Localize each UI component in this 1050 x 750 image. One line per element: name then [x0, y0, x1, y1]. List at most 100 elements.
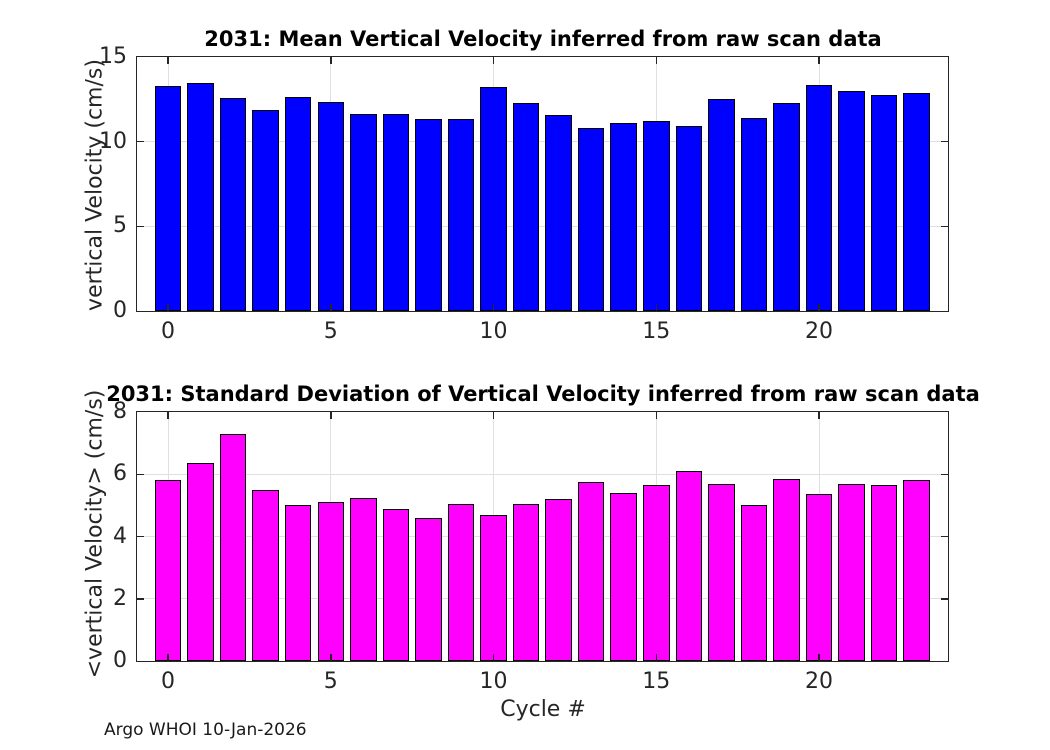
y-tick-label: 5: [113, 213, 127, 239]
bar-cycle-1: [187, 463, 214, 661]
y-gridline: [137, 141, 948, 143]
y-tickmark-left: [137, 473, 144, 475]
std-velocity-chart-title: 2031: Standard Deviation of Vertical Vel…: [106, 382, 980, 406]
y-tickmark-right: [941, 225, 948, 228]
bar-cycle-20: [805, 494, 833, 661]
x-tickmark-bottom: [330, 304, 332, 311]
bar-cycle-2: [219, 433, 247, 661]
bar-cycle-18: [740, 117, 768, 311]
x-tickmark-top: [655, 412, 657, 419]
x-tickmark-top: [330, 412, 332, 419]
bar-cycle-3: [252, 489, 279, 661]
x-tick-label: 20: [805, 669, 833, 694]
bar-cycle-14: [610, 492, 637, 661]
bar-cycle-12: [545, 114, 572, 311]
x-tick-label: 15: [642, 319, 671, 344]
y-tick-label: 0: [113, 648, 127, 673]
x-tick-label: 10: [479, 319, 508, 344]
bar-cycle-6: [350, 497, 377, 661]
bar-cycle-19: [773, 102, 800, 311]
y-tick-label: 15: [99, 44, 127, 69]
bar-cycle-17: [708, 99, 735, 311]
bar-cycle-16: [675, 125, 703, 311]
bar-cycle-0: [154, 85, 182, 311]
bar-cycle-11: [512, 102, 540, 311]
mean-velocity-chart-title: 2031: Mean Vertical Velocity inferred fr…: [204, 27, 882, 51]
y-tickmark-left: [137, 598, 144, 600]
x-tickmark-bottom: [492, 304, 495, 311]
bar-cycle-20: [805, 84, 833, 311]
mean-velocity-y-axis-label: vertical Velocity (cm/s): [82, 59, 108, 311]
x-tickmark-bottom: [655, 304, 657, 311]
y-gridline: [137, 225, 948, 227]
bar-cycle-9: [447, 503, 475, 661]
bar-cycle-21: [838, 483, 865, 661]
bar-cycle-9: [447, 118, 475, 311]
x-tickmark-bottom: [818, 304, 820, 311]
bar-cycle-15: [643, 121, 670, 311]
bar-cycle-7: [382, 508, 410, 661]
x-tickmark-top: [330, 57, 332, 64]
bar-cycle-2: [219, 97, 247, 311]
y-tick-label: 6: [113, 461, 127, 487]
x-tickmark-bottom: [167, 304, 169, 311]
bar-cycle-4: [284, 505, 312, 661]
x-tickmark-top: [167, 412, 169, 419]
x-tickmark-bottom: [330, 654, 332, 661]
bar-cycle-8: [415, 118, 442, 311]
y-tickmark-right: [941, 140, 948, 143]
bar-cycle-3: [252, 110, 279, 311]
bar-cycle-18: [740, 505, 768, 661]
bar-cycle-10: [480, 86, 507, 311]
bar-cycle-0: [154, 480, 182, 661]
y-tick-label: 2: [113, 585, 127, 611]
x-tick-label: 15: [642, 669, 671, 694]
figure-footer-caption: Argo WHOI 10-Jan-2026: [104, 720, 307, 740]
x-tickmark-bottom: [167, 654, 169, 661]
bar-cycle-12: [545, 499, 572, 661]
x-axis-label: Cycle #: [500, 697, 586, 722]
y-tick-label: 10: [99, 128, 127, 154]
std-velocity-y-axis-label: <vertical Velocity> (cm/s): [82, 389, 108, 679]
y-tickmark-left: [137, 225, 144, 228]
y-gridline: [137, 536, 948, 537]
x-tick-label: 0: [161, 669, 175, 694]
bar-cycle-1: [187, 83, 214, 311]
y-gridline: [137, 598, 948, 600]
y-tick-label: 4: [113, 523, 127, 549]
x-tickmark-bottom: [655, 654, 657, 661]
bar-cycle-22: [870, 95, 898, 311]
y-tickmark-right: [941, 535, 948, 538]
x-tick-label: 5: [323, 319, 338, 344]
x-tick-label: 10: [479, 669, 508, 694]
bar-cycle-23: [903, 480, 930, 661]
bar-cycle-14: [610, 123, 637, 311]
x-tickmark-top: [492, 412, 495, 419]
x-tickmark-top: [655, 57, 657, 64]
y-gridline: [137, 473, 948, 475]
x-tick-label: 20: [805, 319, 833, 344]
y-tickmark-left: [137, 140, 144, 143]
std-velocity-plot-area: 0 2 4 6 8 0 5 10 15 20: [113, 400, 949, 694]
x-tickmark-bottom: [818, 654, 820, 661]
bar-cycle-15: [643, 485, 670, 661]
bar-cycle-5: [317, 502, 344, 661]
bar-cycle-21: [838, 90, 865, 311]
bar-cycle-17: [708, 483, 735, 661]
y-tick-label: 8: [113, 399, 127, 424]
x-tickmark-top: [818, 57, 820, 64]
bar-cycle-23: [903, 92, 930, 311]
x-tickmark-top: [492, 57, 495, 64]
y-tickmark-right: [941, 598, 948, 600]
bar-cycle-16: [675, 471, 703, 661]
bar-cycle-7: [382, 113, 410, 311]
bar-cycle-13: [577, 482, 605, 661]
bar-cycle-5: [317, 101, 344, 311]
x-tickmark-bottom: [492, 654, 495, 661]
bar-cycle-8: [415, 517, 442, 661]
x-tick-label: 0: [161, 319, 175, 344]
bar-cycle-10: [480, 514, 507, 661]
x-tickmark-top: [167, 57, 169, 64]
bar-cycle-22: [870, 485, 898, 661]
